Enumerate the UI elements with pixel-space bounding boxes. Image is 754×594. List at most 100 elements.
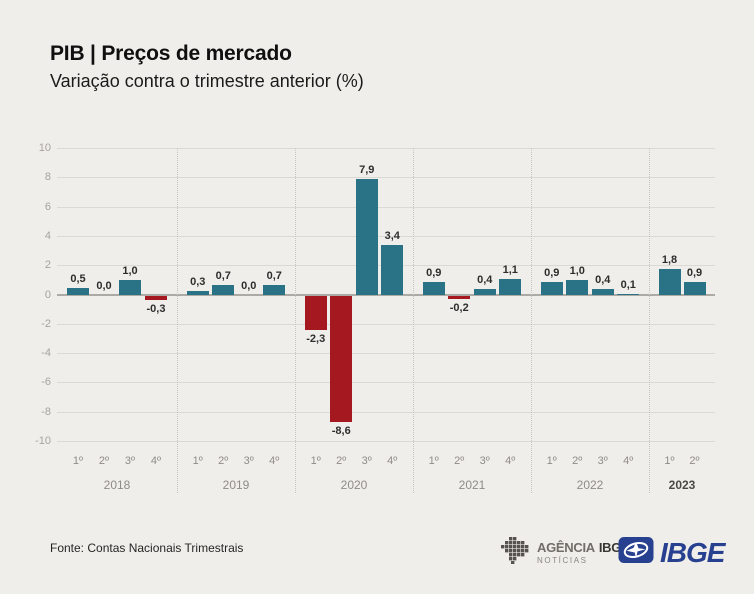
bar-value-label: 0,0 [96,279,112,292]
quarter-slot-2020-q2: -8,6 2º [329,148,355,493]
y-axis-tick-label: 0 [44,288,51,301]
year-group-2020: -2,3 1º -8,6 2º 7,9 3º 3,4 4º 2020 [295,148,413,493]
bar-value-label: 0,0 [241,279,257,292]
quarter-label: 4º [387,455,398,467]
quarter-slot-2018-q4: -0,3 4º [143,148,169,493]
quarter-label: 1º [192,455,203,467]
quarter-slot-2018-q1: 0,5 1º [65,148,91,493]
y-axis-tick-label: 10 [38,142,51,154]
y-axis-tick-label: -4 [41,347,51,360]
quarter-slot-2023-q1: 1,8 1º [657,148,682,493]
quarter-slot-2022-q1: 0,9 1º [539,148,565,493]
bar-2020-q4 [381,244,404,295]
bar-2019-q1 [186,290,209,295]
quarter-label: 4º [269,455,280,467]
brazil-map-icon [501,537,530,569]
quarter-label: 4º [505,455,516,467]
bar-2022-q2 [566,279,589,295]
y-axis-tick-label: 6 [44,200,51,213]
gridline [57,353,715,355]
gridline [57,148,715,149]
y-axis-tick-label: -6 [41,376,51,389]
gridline [57,323,715,325]
quarter-label: 4º [623,455,634,467]
bar-2022-q4 [617,293,640,295]
bar-value-label: 0,7 [215,269,231,282]
gridline [57,382,715,384]
gridline [57,441,715,442]
bar-value-label: 0,4 [595,273,611,286]
bar-value-label: 0,9 [426,266,442,279]
bar-value-label: 1,0 [122,264,138,277]
quarter-slot-2018-q2: 0,0 2º [91,148,117,493]
source-note: Fonte: Contas Nacionais Trimestrais [50,541,244,555]
bar-2018-q1 [67,287,89,295]
year-group-separator [649,148,650,493]
bar-2022-q1 [540,281,563,295]
year-group-2018: 0,5 1º 0,0 2º 1,0 3º -0,3 4º 2018 [57,148,177,493]
y-axis-tick-label: 4 [44,229,51,242]
quarter-label: 1º [310,455,321,467]
agencia-noticias-word: NOTÍCIAS [537,556,588,565]
bar-value-label: 0,9 [544,266,560,279]
year-group-2023: 1,8 1º 0,9 2º 2023 [649,148,715,493]
year-label-2021: 2021 [458,478,486,492]
quarter-slot-2022-q4: 0,1 4º [616,148,642,493]
bar-value-label: 1,0 [569,264,585,277]
bar-2020-q1 [304,295,327,330]
quarter-slot-2023-q2: 0,9 2º [682,148,707,493]
year-group-2021: 0,9 1º -0,2 2º 0,4 3º 1,1 4º 2021 [413,148,531,493]
year-label-2020: 2020 [340,478,368,492]
y-axis-tick-label: 2 [44,259,51,272]
quarter-slot-2021-q1: 0,9 1º [421,148,447,493]
year-group-2019: 0,3 1º 0,7 2º 0,0 3º 0,7 4º 2019 [177,148,295,493]
y-axis-tick-label: -8 [41,405,51,418]
quarter-slot-2022-q2: 1,0 2º [565,148,591,493]
quarter-label: 1º [428,455,439,467]
year-label-2022: 2022 [576,478,604,492]
quarter-slot-2022-q3: 0,4 3º [590,148,616,493]
quarter-label: 3º [597,455,608,467]
year-group-separator [413,148,414,493]
quarter-slot-2020-q1: -2,3 1º [303,148,329,493]
quarter-label: 2º [689,455,700,467]
y-axis-tick-label: 8 [44,171,51,184]
bar-value-label: -2,3 [306,332,326,345]
quarter-label: 2º [454,455,465,467]
bar-2020-q2 [330,295,353,422]
bar-value-label: -8,6 [331,424,351,437]
quarter-slot-2019-q3: 0,0 3º [236,148,262,493]
bar-value-label: 3,4 [384,229,400,242]
bar-value-label: -0,3 [146,302,166,315]
gridline [57,235,715,237]
agencia-word: AGÊNCIA [537,540,595,555]
ibge-globe-icon [618,536,654,569]
quarter-label: 1º [546,455,557,467]
bar-2023-q1 [658,268,681,295]
bar-2018-q3 [119,279,141,295]
quarter-slot-2020-q3: 7,9 3º [354,148,380,493]
bar-2019-q2 [212,284,235,295]
bar-value-label: 0,9 [686,266,703,279]
y-axis-tick-label: -2 [41,317,51,330]
bar-value-label: -0,2 [449,301,469,314]
bar-value-label: 0,4 [477,273,493,286]
quarter-label: 1º [664,455,675,467]
year-group-2022: 0,9 1º 1,0 2º 0,4 3º 0,1 4º 2022 [531,148,649,493]
quarter-label: 1º [72,455,84,467]
bar-value-label: 0,5 [70,272,86,285]
gridline [57,206,715,208]
year-group-separator [295,148,296,493]
bar-chart-plot: 10 8 6 4 2 0 -2 -4 -6 -8 -10 0,5 1º 0,0 2º 1,0 3º -0,3 4º 2… [35,142,715,493]
bar-value-label: 0,3 [190,275,206,288]
quarter-slot-2021-q2: -0,2 2º [447,148,473,493]
quarter-label: 2º [98,455,110,467]
bar-value-label: 1,1 [502,263,518,276]
quarter-label: 3º [243,455,254,467]
zero-axis-line [57,294,715,296]
ibge-logo: IBGE [618,536,725,569]
bar-2021-q4 [499,278,522,295]
quarter-slot-2021-q3: 0,4 3º [472,148,498,493]
quarter-slot-2019-q1: 0,3 1º [185,148,211,493]
